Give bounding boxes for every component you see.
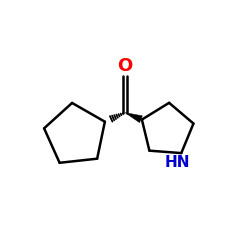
Text: O: O bbox=[118, 57, 132, 75]
Text: HN: HN bbox=[165, 156, 190, 170]
Polygon shape bbox=[125, 113, 142, 123]
